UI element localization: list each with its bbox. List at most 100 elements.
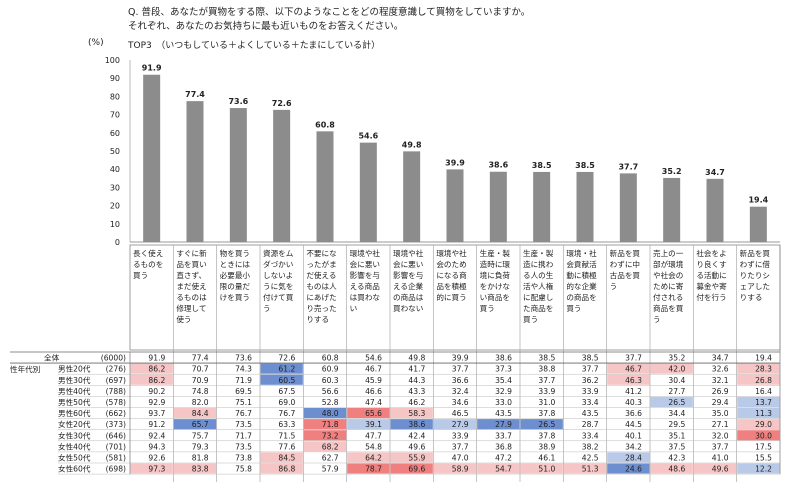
table-cell-value: 46.3 [625,376,642,385]
table-cell-highlight [737,419,780,430]
table-cell-highlight [303,441,347,452]
table-cell-value: 49.6 [408,442,425,451]
table-cell-value: 51.0 [538,465,555,474]
table-cell-value: 55.9 [408,454,425,463]
table-cell-highlight [260,463,303,474]
table-cell-value: 83.8 [192,465,209,474]
table-cell-value: 26.8 [755,376,772,385]
table-cell-value: 37.7 [712,442,729,451]
y-tick-label: 20 [110,202,120,211]
bar [186,101,204,242]
table-cell-value: 27.9 [495,420,512,429]
table-cell-value: 35.4 [495,376,512,385]
y-tick-label: 90 [110,74,120,83]
bar [489,171,507,242]
table-cell-value: 91.9 [148,354,165,363]
table-cell-value: 72.6 [278,354,295,363]
table-cell-value: 69.5 [235,387,252,396]
table-cell-value: 57.9 [322,465,339,474]
table-cell-highlight [607,363,650,374]
table-cell-value: 71.7 [235,431,252,440]
table-cell-value: 41.7 [408,365,425,374]
table-cell-highlight [520,419,563,430]
table-cell-highlight [477,463,520,474]
table-cell-value: 33.9 [582,387,599,396]
chart-subtitle: TOP3 （いつもしている＋よくしている＋たまにしている計） [128,41,381,51]
table-cell-value: 70.9 [192,376,209,385]
table-cell-value: 77.6 [278,442,295,451]
table-cell-highlight [433,419,477,430]
table-row-label: 男性20代 [58,364,91,374]
bar [663,177,681,242]
table-cell-value: 33.0 [495,398,512,407]
table-cell-value: 38.2 [582,442,599,451]
table-row-count: (697) [106,376,126,385]
category-label: 資源をムダづかいしないように気を付けて買う [263,249,294,313]
table-cell-value: 16.4 [755,387,772,396]
table-cell-value: 38.5 [538,354,555,363]
table-cell-highlight [607,452,650,463]
table-cell-value: 47.4 [365,398,382,407]
table-row-count: (701) [106,442,126,451]
table-cell-value: 46.7 [365,365,382,374]
bar [316,131,334,242]
table-cell-highlight [563,463,607,474]
table-cell-value: 60.5 [278,376,295,385]
table-cell-highlight [737,363,780,374]
table-cell-value: 58.9 [452,465,469,474]
table-cell-highlight [130,374,173,385]
category-label: 物を買うときには必要最小限の量だけを買う [219,249,251,302]
table-cell-highlight [520,463,563,474]
table-cell-value: 60.9 [322,365,339,374]
bar-value-label: 39.9 [445,158,465,167]
table-cell-value: 35.1 [668,431,685,440]
table-cell-value: 73.5 [235,442,252,451]
category-label: 売上の一部が環境や社会のために寄付される商品を買う [653,249,684,324]
table-cell-highlight [173,419,217,430]
table-cell-value: 32.6 [712,365,729,374]
bar-value-label: 37.7 [618,162,638,171]
category-label: 新品を買わずに借りたりシェアしたりする [739,249,771,302]
table-cell-value: 73.2 [322,431,339,440]
table-cell-value: 26.9 [712,387,729,396]
table-row-count: (698) [106,465,126,474]
table-cell-value: 37.5 [668,442,685,451]
table-cell-value: 32.4 [452,387,469,396]
table-cell-value: 37.7 [538,376,555,385]
table-row-label: 男性40代 [58,386,91,396]
bar-value-label: 38.5 [532,161,552,170]
bar-value-label: 38.5 [575,161,595,170]
table-cell-highlight [650,363,693,374]
table-cell-value: 51.3 [582,465,599,474]
table-cell-value: 69.6 [408,465,425,474]
table-cell-value: 90.2 [148,387,165,396]
table-cell-value: 35.2 [668,354,685,363]
table-cell-value: 35.0 [712,409,729,418]
table-cell-value: 37.8 [538,409,555,418]
table-cell-value: 28.7 [582,420,599,429]
table-cell-value: 75.8 [235,465,252,474]
table-cell-value: 46.6 [365,387,382,396]
table-cell-value: 37.8 [538,431,555,440]
table-cell-value: 37.7 [582,365,599,374]
table-cell-value: 92.9 [148,398,165,407]
table-cell-value: 54.8 [365,442,382,451]
bar [576,171,594,242]
table-cell-value: 34.4 [668,409,685,418]
bar-value-label: 72.6 [272,99,292,108]
table-cell-value: 36.2 [582,376,599,385]
table-cell-value: 29.0 [755,420,772,429]
table-cell-value: 32.0 [712,431,729,440]
table-cell-highlight [737,374,780,385]
table-cell-highlight [390,408,433,419]
table-cell-highlight [390,463,433,474]
table-cell-value: 74.3 [235,365,252,374]
table-cell-highlight [737,430,780,441]
table-cell-highlight [173,463,217,474]
table-cell-highlight [347,408,390,419]
bar-value-label: 54.6 [358,132,378,141]
table-cell-value: 29.5 [668,420,685,429]
table-cell-value: 63.3 [278,420,295,429]
table-cell-value: 27.7 [668,387,685,396]
table-row-count: (578) [106,398,126,407]
